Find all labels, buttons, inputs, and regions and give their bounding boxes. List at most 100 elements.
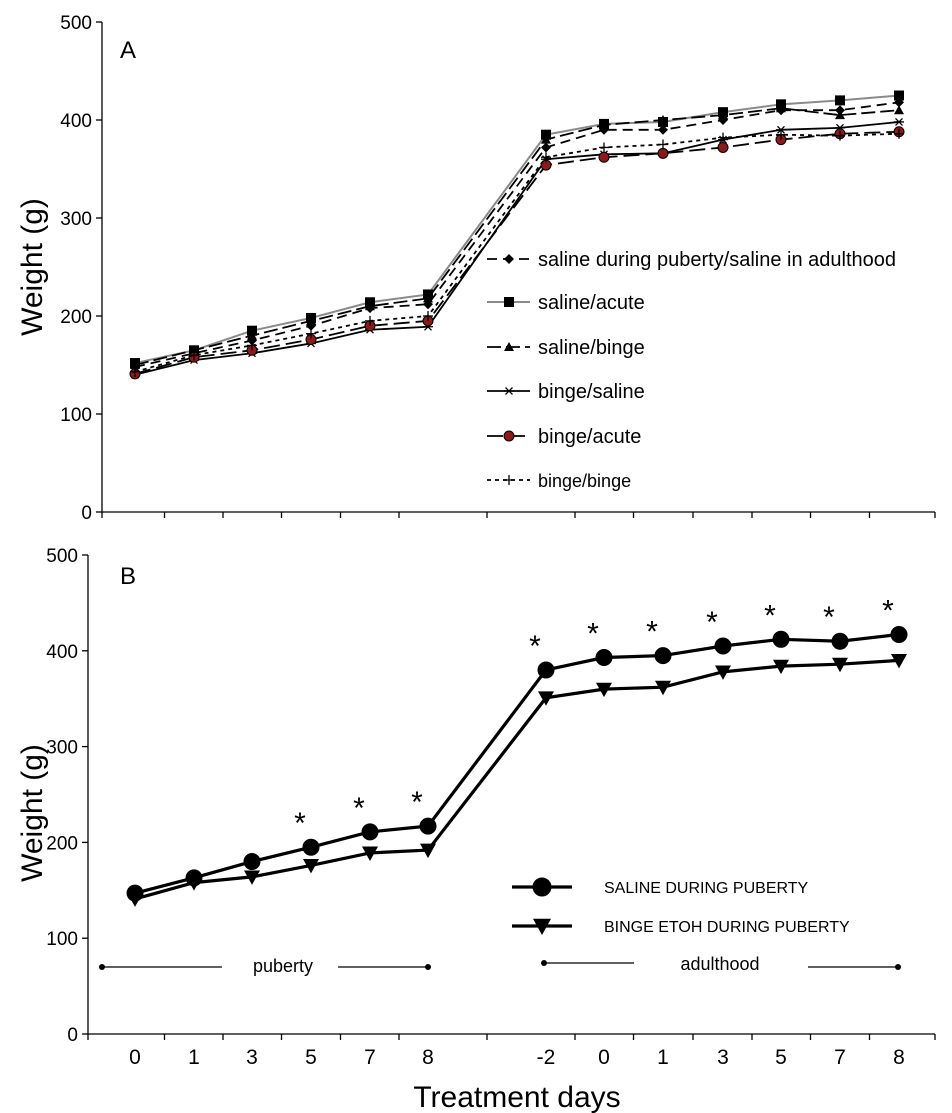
- panel-b-y-tick-label: 0: [67, 1025, 78, 1046]
- panel-a-y-tick-label: 200: [60, 307, 92, 328]
- panel-a-point-triangle-marker: [423, 293, 433, 303]
- panel-b-point-triangle-down-marker: [891, 653, 907, 669]
- significance-asterisk: *: [823, 601, 835, 634]
- panel-b-y-tick-label: 200: [46, 833, 78, 854]
- panel-a-point-plus-marker: [423, 311, 433, 321]
- panel-a-point-plus-marker: [776, 129, 786, 140]
- panel-a-point-plus-marker: [541, 152, 551, 163]
- x-tick-label: 0: [129, 1046, 141, 1069]
- panel-b-label: B: [120, 563, 136, 590]
- panel-b: B Weight (g) Treatment days 010020030040…: [16, 546, 936, 1113]
- panel-b-point-triangle-down-marker: [244, 870, 260, 885]
- panel-a-y-axis-label: Weight (g): [16, 198, 49, 336]
- panel-b-y-tick-label: 300: [46, 738, 78, 759]
- panel-a-legend-diamond-marker: [504, 254, 514, 264]
- panel-a-legend-plus-marker: [504, 475, 514, 485]
- panel-b-axes: 0 100 200 300 400 500 0 1 3 5 7 8 -2 0 1 3 5 7 8: [46, 546, 936, 1069]
- significance-asterisk: *: [411, 786, 423, 819]
- panel-a-point-triangle-marker: [189, 345, 199, 355]
- panel-a-legend-label: saline/binge: [538, 337, 645, 359]
- x-tick-label: 0: [598, 1046, 610, 1069]
- panel-a-legend-square-marker: [504, 297, 514, 307]
- period-brackets: puberty adulthood: [99, 954, 901, 976]
- panel-b-point-circle-marker: [831, 632, 849, 650]
- x-tick-label: 3: [717, 1046, 729, 1069]
- panel-b-point-circle-marker: [361, 823, 379, 841]
- panel-a-point-triangle-marker: [894, 105, 904, 115]
- x-tick-label: 1: [657, 1046, 669, 1069]
- panel-a-point-circle-marker: [598, 151, 610, 163]
- x-tick-label: 5: [305, 1046, 317, 1069]
- panel-a-point-plus-marker: [306, 328, 316, 339]
- panel-a-legend: saline during puberty/saline in adulthoo…: [487, 249, 896, 491]
- adulthood-bracket-end-dot: [895, 964, 901, 970]
- panel-a-point-plus-marker: [894, 128, 904, 139]
- panel-a-point-triangle-marker: [718, 110, 728, 120]
- panel-a-point-triangle-marker: [365, 301, 375, 311]
- panel-b-point-triangle-down-marker: [362, 846, 378, 861]
- panel-a-axes: 0 100 200 300 400 500: [60, 13, 936, 524]
- panel-a-point-square-marker: [894, 90, 904, 101]
- panel-a-point-square-marker: [835, 95, 845, 106]
- panel-b-point-triangle-down-marker: [596, 682, 612, 698]
- panel-b-legend: SALINE DURING PUBERTY BINGE ETOH DURING P…: [512, 877, 850, 936]
- panel-a-point-triangle-marker: [541, 134, 551, 144]
- panel-b-legend-circle-marker: [532, 877, 552, 897]
- panel-a-point-circle-marker: [657, 147, 669, 159]
- panel-a-point-triangle-marker: [306, 315, 316, 325]
- adulthood-label: adulthood: [680, 954, 759, 974]
- panel-b-y-tick-label: 400: [46, 642, 78, 663]
- significance-asterisk: *: [764, 599, 776, 632]
- panel-b-point-circle-marker: [772, 630, 790, 648]
- puberty-label: puberty: [253, 956, 313, 976]
- panel-b-point-circle-marker: [537, 661, 555, 679]
- panel-a-legend-label: binge/saline: [538, 381, 645, 403]
- panel-b-legend-label: SALINE DURING PUBERTY: [604, 880, 809, 897]
- panel-a-point-asterisk-marker: [894, 118, 904, 126]
- panel-b-point-circle-marker: [890, 626, 908, 644]
- panel-a-legend-triangle-marker: [504, 342, 514, 351]
- panel-a-point-plus-marker: [658, 139, 668, 150]
- panel-a-legend-label: binge/binge: [538, 471, 631, 491]
- panel-a-point-diamond-marker: [658, 124, 668, 135]
- panel-a-y-tick-label: 100: [60, 405, 92, 426]
- significance-asterisk: *: [353, 792, 365, 825]
- significance-asterisk: *: [646, 616, 658, 649]
- panel-a-point-triangle-marker: [658, 115, 668, 124]
- significance-asterisk: *: [294, 807, 306, 840]
- panel-a-point-plus-marker: [718, 132, 728, 143]
- x-tick-label: 8: [893, 1046, 905, 1069]
- panel-a-point-triangle-marker: [247, 330, 257, 340]
- panel-a-point-plus-marker: [599, 142, 609, 153]
- significance-asterisk: *: [529, 630, 541, 663]
- panel-a-y-tick-label: 300: [60, 209, 92, 230]
- x-tick-label: -2: [537, 1046, 556, 1069]
- panel-a-point-triangle-marker: [776, 103, 786, 113]
- panel-a-point-circle-marker: [717, 141, 729, 153]
- panel-b-legend-triangle-down-marker: [533, 918, 551, 935]
- panel-b-significance: * * * * * * * * * *: [294, 595, 894, 841]
- panel-b-point-circle-marker: [243, 853, 261, 871]
- panel-a-point-plus-marker: [247, 340, 257, 351]
- panel-b-point-circle-marker: [302, 838, 320, 856]
- x-tick-label: 3: [246, 1046, 258, 1069]
- panel-a-point-plus-marker: [130, 366, 140, 377]
- adulthood-bracket-start-dot: [541, 960, 547, 966]
- panel-a-y-tick-label: 0: [81, 503, 92, 524]
- panel-b-point-triangle-down-marker: [538, 691, 554, 706]
- panel-b-point-triangle-down-marker: [655, 680, 671, 696]
- panel-b-y-tick-label: 100: [46, 929, 78, 950]
- puberty-bracket-end-dot: [425, 964, 431, 970]
- x-tick-label: 7: [834, 1046, 846, 1069]
- panel-b-point-circle-marker: [654, 647, 672, 665]
- panel-a-point-diamond-marker: [541, 142, 551, 153]
- panel-a-legend-circle-marker: [503, 430, 515, 442]
- panel-b-point-triangle-down-marker: [186, 876, 202, 891]
- panel-a-point-triangle-marker: [599, 119, 609, 129]
- panel-a-point-triangle-marker: [130, 360, 140, 369]
- panel-b-point-triangle-down-marker: [832, 657, 848, 673]
- x-axis-label: Treatment days: [413, 1081, 620, 1113]
- panel-a-point-plus-marker: [835, 130, 845, 141]
- x-tick-label: 8: [422, 1046, 434, 1069]
- panel-a-legend-label: saline during puberty/saline in adulthoo…: [538, 249, 896, 271]
